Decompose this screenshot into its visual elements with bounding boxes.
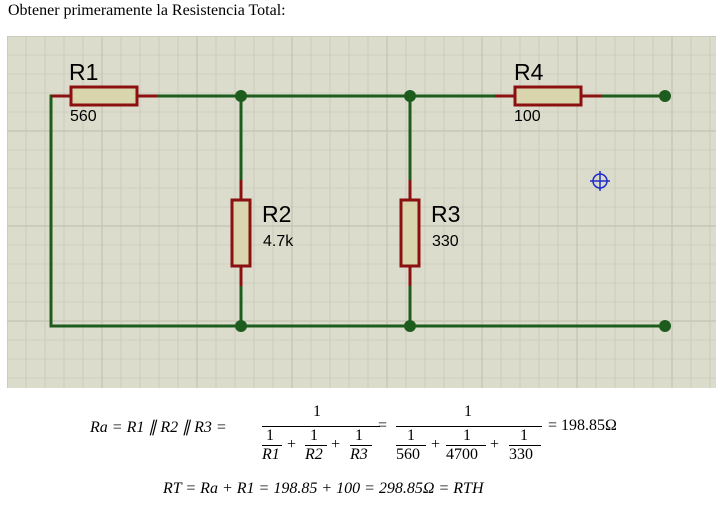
eq1-frac2-numerator: 1	[464, 403, 472, 420]
resistor-r3: R3 330	[399, 180, 460, 286]
eq1-frac1-bar	[262, 426, 380, 427]
resistor-r2: R2 4.7k	[230, 180, 294, 286]
r2-value: 4.7k	[263, 233, 294, 250]
r3-value: 330	[432, 233, 459, 250]
junction-bottom-r2	[235, 320, 247, 332]
eq1-frac1-numerator: 1	[313, 403, 321, 420]
terminal-bottom[interactable]	[659, 320, 671, 332]
r2-label: R2	[262, 201, 291, 227]
junction-bottom-r3	[404, 320, 416, 332]
equation-rt: RT = Ra + R1 = 198.85 + 100 = 298.85Ω = …	[163, 480, 484, 497]
r4-label: R4	[514, 59, 544, 85]
r4-value: 100	[514, 108, 541, 125]
eq1-result: = 198.85Ω	[548, 417, 617, 434]
circuit-schematic: R1 560 R4 100 R2 4.7k R3 330	[7, 36, 716, 388]
r3-label: R3	[431, 201, 460, 227]
eq1-equals: =	[378, 417, 388, 434]
r1-value: 560	[70, 108, 97, 125]
resistor-r4: R4 100	[495, 59, 601, 125]
eq1-lhs: Ra = R1 ∥ R2 ∥ R3 =	[90, 419, 227, 436]
page-heading: Obtener primeramente la Resistencia Tota…	[8, 2, 286, 19]
junction-top-r3	[404, 90, 416, 102]
r1-label: R1	[69, 59, 98, 85]
resistor-r1: R1 560	[51, 59, 157, 125]
crosshair-target-icon	[590, 171, 610, 191]
junction-top-r2	[235, 90, 247, 102]
junctions	[235, 90, 671, 332]
eq1-frac2-bar	[396, 426, 542, 427]
terminal-top[interactable]	[659, 90, 671, 102]
